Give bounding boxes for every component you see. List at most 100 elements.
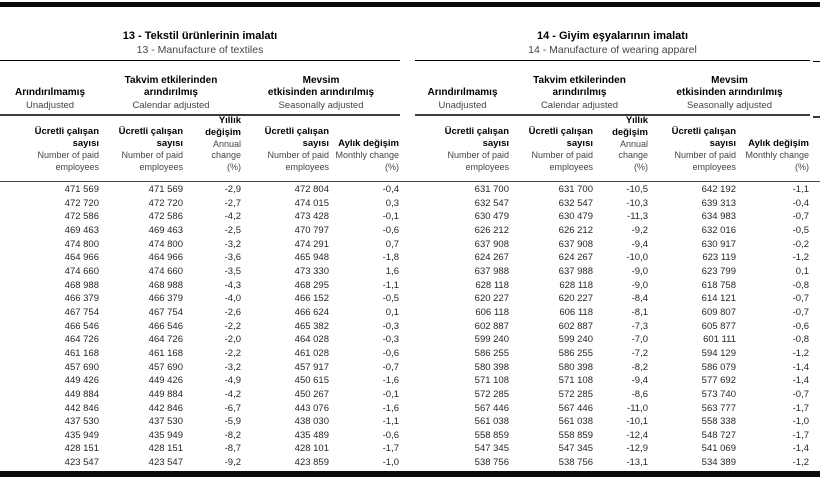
table-cell: -1,2 <box>792 347 809 359</box>
table-cell: 470 797 <box>294 224 329 236</box>
table-cell: 443 076 <box>294 402 329 414</box>
header-calendar-adjusted: Takvim etkilerinden arındırılmış Calenda… <box>100 61 242 115</box>
table-cell: 632 547 <box>558 197 593 209</box>
table-cell: 614 121 <box>701 293 736 305</box>
table-cell: -8,4 <box>631 293 648 305</box>
header-calendar-en: Calendar adjusted <box>132 99 210 111</box>
table-cell: 637 908 <box>474 238 509 250</box>
header-calendar-tr-line1: Takvim etkilerinden <box>533 74 626 86</box>
table-cell: 468 295 <box>294 279 329 291</box>
col-header-employees-unadjusted: Ücretli çalışan sayısı Number of paid em… <box>444 126 509 172</box>
header-seasonal-tr-line2: etkisinden arındırılmış <box>676 87 783 98</box>
table-row: 474 660 474 660 -3,5 473 330 1,6 637 988 637 9… <box>0 265 820 279</box>
header-calendar-adjusted: Takvim etkilerinden arındırılmış Calenda… <box>510 61 649 115</box>
table-cell: 464 726 <box>64 334 99 346</box>
table-cell: -1,1 <box>382 416 399 428</box>
table-cell: 586 255 <box>474 347 509 359</box>
table-cell: -0,4 <box>792 197 809 209</box>
table-cell: 466 379 <box>148 293 183 305</box>
table-cell: -3,2 <box>224 238 241 250</box>
table-cell: -2,0 <box>224 334 241 346</box>
table-row: 449 884 449 884 -4,2 450 267 -0,1 572 285 572 … <box>0 388 820 402</box>
table-cell: 472 720 <box>148 197 183 209</box>
table-cell: 632 016 <box>701 224 736 236</box>
table-cell: -2,5 <box>224 224 241 236</box>
table-cell: 573 740 <box>701 388 736 400</box>
table-cell: 473 428 <box>294 211 329 223</box>
table-cell: 473 330 <box>294 265 329 277</box>
table-cell: -10,0 <box>626 252 648 264</box>
col-header-employees-seasonal: Ücretli çalışan sayısı Number of paid em… <box>671 126 736 172</box>
table-cell: 474 800 <box>148 238 183 250</box>
table-cell: -7,2 <box>631 347 648 359</box>
table-cell: -0,6 <box>792 320 809 332</box>
table-cell: -9,4 <box>631 238 648 250</box>
table-cell: 563 777 <box>701 402 736 414</box>
table-cell: -9,2 <box>631 224 648 236</box>
table-cell: 561 038 <box>558 416 593 428</box>
table-cell: 541 069 <box>701 443 736 455</box>
table-cell: 606 118 <box>475 306 509 318</box>
table-cell: 464 966 <box>64 252 99 264</box>
table-row: 469 463 469 463 -2,5 470 797 -0,6 626 212 626 … <box>0 224 820 238</box>
table-cell: 586 079 <box>701 361 736 373</box>
table-cell: 0,1 <box>385 306 399 318</box>
table-cell: -0,6 <box>382 347 399 359</box>
table-cell: 442 846 <box>64 402 99 414</box>
table-cell: -1,0 <box>792 416 809 428</box>
table-cell: 466 152 <box>294 293 329 305</box>
table-cell: 572 285 <box>558 388 593 400</box>
table-cell: 628 118 <box>475 279 509 291</box>
table-cell: 449 884 <box>148 388 183 400</box>
table-cell: 466 546 <box>64 320 99 332</box>
col-header-employees-seasonal: Ücretli çalışan sayısı Number of paid em… <box>264 126 329 172</box>
table-cell: -2,6 <box>224 306 241 318</box>
table-cell: 558 859 <box>558 429 593 441</box>
table-cell: 571 108 <box>558 375 593 387</box>
table-cell: -1,1 <box>792 184 809 195</box>
table-row: 467 754 467 754 -2,6 466 624 0,1 606 118 606 1… <box>0 306 820 320</box>
table-cell: 423 859 <box>294 457 329 469</box>
table-cell: 623 799 <box>701 265 736 277</box>
table-cell: -11,0 <box>627 402 648 414</box>
header-unadjusted-en: Unadjusted <box>438 99 487 111</box>
table-cell: 0,3 <box>385 197 399 209</box>
table-cell: 474 800 <box>64 238 99 250</box>
header-seasonal-en: Seasonally adjusted <box>278 99 364 111</box>
table-cell: 437 530 <box>148 416 183 428</box>
table-cell: -0,8 <box>792 334 809 346</box>
table-cell: 572 285 <box>474 388 509 400</box>
table-cell: 464 966 <box>148 252 183 264</box>
table-cell: -1,2 <box>792 457 809 469</box>
table-cell: -0,2 <box>792 238 809 250</box>
table-cell: -1,4 <box>792 361 809 373</box>
table-cell: 624 267 <box>558 252 593 264</box>
table-cell: 606 118 <box>559 306 593 318</box>
col-header-monthly-change: Aylık değişim Monthly change (%) <box>745 138 809 172</box>
table-cell: 602 887 <box>474 320 509 332</box>
header-calendar-tr-line2: arındırılmış <box>144 87 198 98</box>
table-cell: -8,2 <box>224 429 241 441</box>
table-cell: 471 569 <box>148 184 183 195</box>
table-cell: -12,9 <box>626 443 648 455</box>
table-cell: -0,3 <box>382 320 399 332</box>
table-cell: 428 151 <box>148 443 183 455</box>
table-cell: -10,5 <box>626 184 648 195</box>
table-cell: 567 446 <box>474 402 509 414</box>
table-row: 435 949 435 949 -8,2 435 489 -0,6 558 859 558 … <box>0 429 820 443</box>
table-row: 472 586 472 586 -4,2 473 428 -0,1 630 479 630 … <box>0 210 820 224</box>
table-cell: 449 884 <box>64 388 99 400</box>
col-header-employees-calendar: Ücretli çalışan sayısı Number of paid em… <box>118 126 183 172</box>
table-cell: 449 426 <box>148 375 183 387</box>
table-cell: -0,7 <box>792 388 809 400</box>
table-cell: 639 313 <box>701 197 736 209</box>
table-row: 468 988 468 988 -4,3 468 295 -1,1 628 118 628 … <box>0 279 820 293</box>
group-title-textiles: 13 - Tekstil ürünlerinin imalatı 13 - Ma… <box>0 7 400 61</box>
table-cell: 624 267 <box>474 252 509 264</box>
table-cell: -1,4 <box>792 443 809 455</box>
table-cell: -2,2 <box>224 320 241 332</box>
table-cell: -4,2 <box>224 211 241 223</box>
table-cell: 623 119 <box>702 252 736 264</box>
table-cell: 464 028 <box>294 334 329 346</box>
